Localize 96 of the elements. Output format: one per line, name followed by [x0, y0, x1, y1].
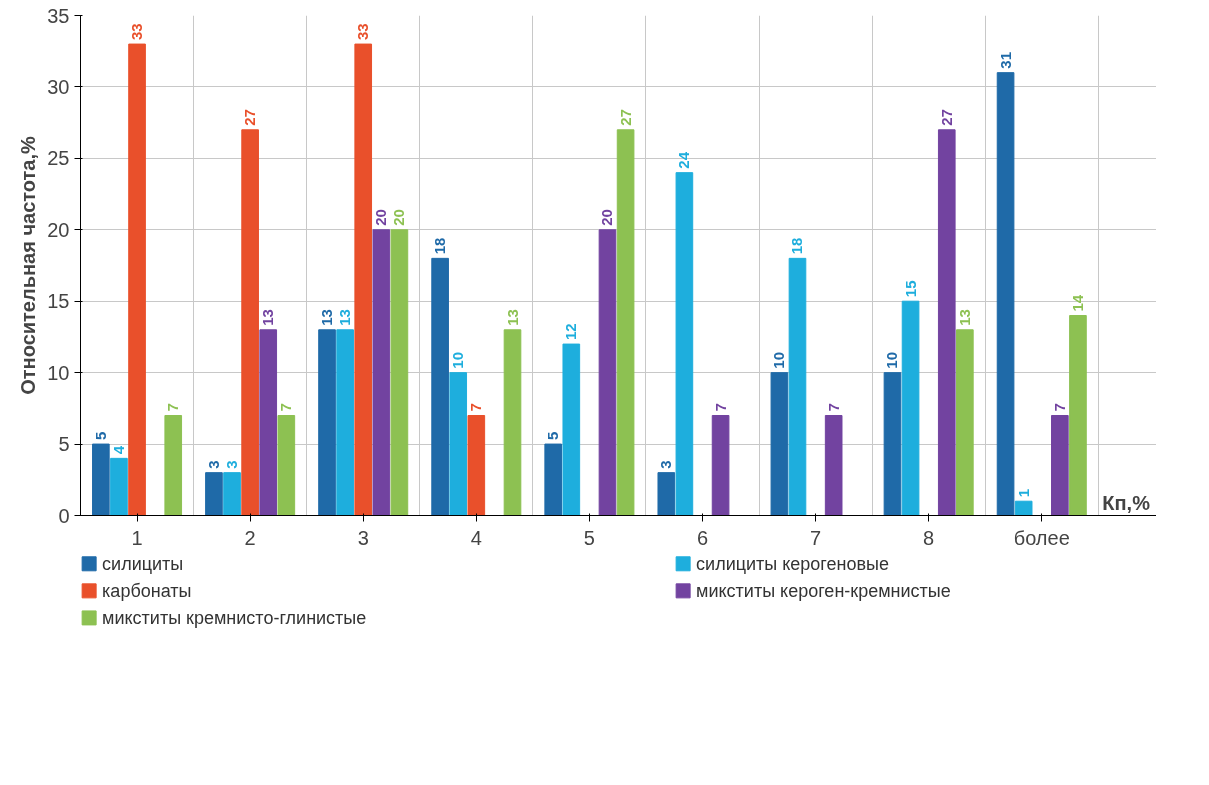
x-tick-label: 7: [810, 526, 822, 549]
x-tick-label: 8: [923, 526, 935, 549]
bar: [711, 415, 730, 516]
bar: [223, 472, 241, 516]
data-label: 5: [91, 431, 109, 441]
bar: [544, 443, 563, 516]
bar: [128, 43, 146, 516]
bar: [1051, 415, 1069, 516]
data-label: 13: [955, 309, 973, 326]
data-label: 13: [336, 309, 354, 326]
x-tick-label: 3: [357, 526, 369, 549]
bar: [1069, 315, 1087, 516]
data-label: 10: [770, 351, 788, 369]
x-tick-label: 1: [131, 526, 143, 549]
bar: [259, 329, 278, 516]
x-tick-label: более: [1013, 526, 1070, 549]
data-label: 20: [390, 209, 408, 226]
data-label: 15: [901, 280, 919, 298]
bar: [824, 415, 843, 516]
bar: [318, 329, 336, 516]
data-label: 27: [937, 109, 955, 126]
y-tick-label: 25: [47, 147, 70, 170]
y-tick-label: 35: [47, 4, 70, 27]
bar: [996, 72, 1015, 516]
data-label: 33: [354, 23, 372, 41]
data-label: 1: [1014, 488, 1032, 498]
data-label: 18: [788, 237, 806, 255]
legend-label: карбонаты: [102, 580, 192, 601]
bar: [277, 415, 296, 516]
bar: [598, 229, 617, 516]
bar: [770, 372, 789, 516]
bar: [164, 415, 183, 516]
data-label: 7: [1050, 403, 1068, 412]
legend-label: микститы кероген-кремнистые: [696, 580, 951, 601]
bar: [431, 257, 449, 516]
data-label: 13: [318, 309, 336, 326]
bar: [937, 129, 956, 516]
bar: [467, 415, 486, 516]
bar: [449, 372, 468, 516]
legend-label: силициты керогеновые: [696, 553, 890, 574]
y-tick-label: 15: [47, 290, 70, 313]
y-tick-label: 20: [47, 218, 70, 241]
data-label: 27: [241, 109, 259, 126]
data-label: 20: [372, 209, 390, 226]
data-label: 3: [204, 460, 222, 469]
x-tick-label: 6: [696, 526, 709, 549]
x-axis-title: Кп,%: [1102, 491, 1151, 514]
data-label: 27: [616, 109, 634, 126]
data-label: 3: [223, 460, 241, 469]
bar: [205, 472, 223, 516]
bar: [354, 43, 373, 516]
y-axis-title: Относительная частота,%: [17, 136, 40, 395]
bar: [390, 229, 409, 516]
data-label: 7: [467, 403, 485, 412]
bar: [92, 443, 110, 516]
data-label: 7: [164, 403, 182, 412]
bar: [675, 172, 694, 516]
legend-label: силициты: [102, 553, 184, 574]
bar: [503, 329, 522, 516]
x-tick-label: 2: [244, 526, 256, 549]
data-label: 10: [449, 351, 467, 369]
data-label: 20: [598, 209, 616, 226]
bar: [562, 343, 581, 516]
legend-label: микститы кремнисто-глинистые: [102, 607, 367, 628]
bar: [241, 129, 259, 516]
x-tick-label: 4: [470, 526, 482, 549]
x-tick-label: 5: [583, 526, 595, 549]
bar: [336, 329, 354, 516]
data-label: 33: [128, 23, 146, 41]
y-tick-label: 10: [47, 361, 70, 384]
data-label: 12: [562, 323, 580, 341]
y-tick-label: 5: [58, 433, 70, 456]
data-label: 13: [259, 309, 277, 326]
bar: [616, 129, 635, 516]
bar: [956, 329, 974, 516]
bar: [1014, 500, 1033, 516]
data-label: 4: [109, 445, 127, 455]
data-label: 13: [503, 309, 521, 326]
data-label: 31: [996, 51, 1014, 69]
data-label: 3: [657, 460, 675, 469]
data-label: 7: [277, 403, 295, 412]
bar: [788, 257, 807, 516]
data-label: 18: [431, 237, 449, 255]
data-label: 10: [883, 351, 901, 369]
data-label: 24: [675, 151, 693, 169]
y-tick-label: 0: [58, 504, 70, 527]
data-label: 7: [711, 403, 729, 412]
data-label: 14: [1068, 294, 1086, 312]
data-label: 5: [544, 431, 562, 441]
bar: [372, 229, 391, 516]
bar: [883, 372, 902, 516]
data-label: 7: [824, 403, 842, 412]
bar: [901, 300, 920, 516]
bar: [657, 472, 676, 516]
y-tick-label: 30: [47, 75, 70, 98]
bar: [110, 457, 128, 516]
